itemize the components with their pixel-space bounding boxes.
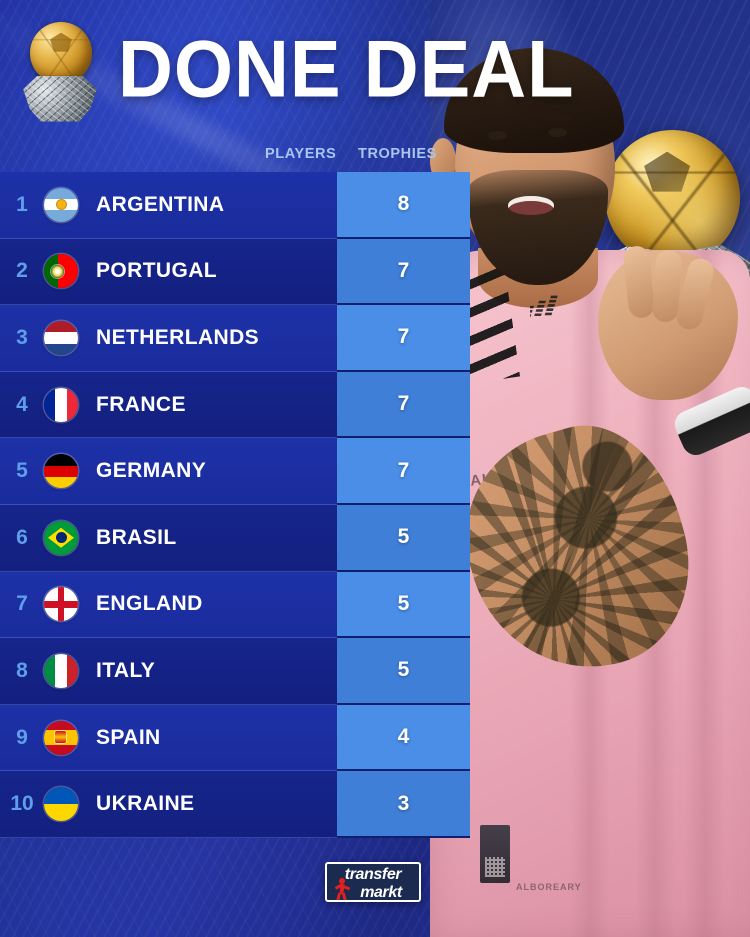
transfermarkt-player-icon: [334, 878, 351, 900]
transfermarkt-logo[interactable]: transfer markt: [325, 862, 421, 902]
page-header: DONE DEAL: [0, 0, 750, 140]
flag-netherlands-icon: [44, 320, 78, 355]
ballon-dor-ball-icon: [605, 130, 740, 265]
country-name: UKRAINE: [96, 792, 195, 816]
country-name: BRASIL: [96, 525, 177, 549]
column-headers: PLAYERS TROPHIES: [0, 146, 470, 168]
rank-number: 6: [16, 525, 28, 549]
column-header-trophies: TROPHIES: [358, 146, 437, 162]
trophies-value: 5: [337, 504, 470, 572]
rank-number: 2: [16, 259, 28, 283]
trophies-value: 7: [337, 371, 470, 439]
flag-england-icon: [44, 587, 78, 622]
trophies-value: 8: [337, 172, 470, 239]
country-name: ARGENTINA: [96, 192, 225, 216]
rank-number: 10: [10, 792, 34, 816]
trophies-value: 5: [337, 638, 470, 705]
flag-portugal-icon: [44, 254, 78, 289]
table-row[interactable]: 1 ARGENTINA 1 8: [0, 172, 470, 239]
table-row[interactable]: 5 GERMANY 5 7: [0, 438, 470, 505]
table-row[interactable]: 8 ITALY 5 5: [0, 638, 470, 705]
rank-number: 3: [16, 325, 28, 349]
ballon-dor-trophy-icon: [16, 18, 102, 123]
table-row[interactable]: 6 BRASIL 4 5: [0, 504, 470, 572]
jersey-small-print: ALBOREARY: [516, 882, 582, 892]
flag-germany-icon: [44, 454, 78, 489]
column-header-players: PLAYERS: [265, 146, 337, 162]
country-name: FRANCE: [96, 392, 186, 416]
table-row[interactable]: 3 NETHERLANDS 3 7: [0, 305, 470, 372]
country-name: NETHERLANDS: [96, 325, 260, 349]
trophies-value: 3: [337, 771, 470, 838]
transfermarkt-logo-bottom: markt: [360, 883, 402, 901]
rank-number: 5: [16, 459, 28, 483]
jersey-tag: [480, 825, 510, 883]
eye: [548, 128, 567, 137]
ranking-table: 1 ARGENTINA 1 8 2 PORTUGAL 3 7 3 NETHERL…: [0, 172, 470, 838]
country-name: PORTUGAL: [96, 259, 218, 283]
flag-brasil-icon: [44, 520, 78, 555]
adidas-logo-icon: [530, 295, 558, 317]
flag-france-icon: [44, 387, 78, 422]
transfermarkt-logo-top: transfer: [344, 866, 402, 883]
rank-number: 9: [16, 725, 28, 749]
trophies-value: 5: [337, 571, 470, 639]
country-name: SPAIN: [96, 725, 161, 749]
table-row[interactable]: 2 PORTUGAL 3 7: [0, 238, 470, 306]
eye: [488, 131, 507, 140]
flag-ukraine-icon: [44, 787, 78, 822]
flag-italy-icon: [44, 653, 78, 688]
rank-number: 4: [16, 392, 28, 416]
player-photo: ROYAL GROUP XBT ALBOREARY: [430, 0, 750, 937]
country-name: ITALY: [96, 658, 156, 682]
table-row[interactable]: 10 UKRAINE 3 3: [0, 771, 470, 838]
table-row[interactable]: 7 ENGLAND 4 5: [0, 571, 470, 639]
rank-number: 8: [16, 658, 28, 682]
country-name: ENGLAND: [96, 592, 203, 616]
table-row[interactable]: 9 SPAIN 3 4: [0, 704, 470, 772]
trophies-value: 7: [337, 238, 470, 306]
mouth: [508, 196, 554, 215]
trophies-value: 4: [337, 704, 470, 772]
page-title: DONE DEAL: [118, 24, 575, 115]
rank-number: 1: [16, 192, 28, 216]
flag-argentina-icon: [44, 187, 78, 222]
trophies-value: 7: [337, 438, 470, 505]
trophies-value: 7: [337, 305, 470, 372]
flag-spain-icon: [44, 720, 78, 755]
table-row[interactable]: 4 FRANCE 5 7: [0, 371, 470, 439]
rank-number: 7: [16, 592, 28, 616]
country-name: GERMANY: [96, 459, 207, 483]
